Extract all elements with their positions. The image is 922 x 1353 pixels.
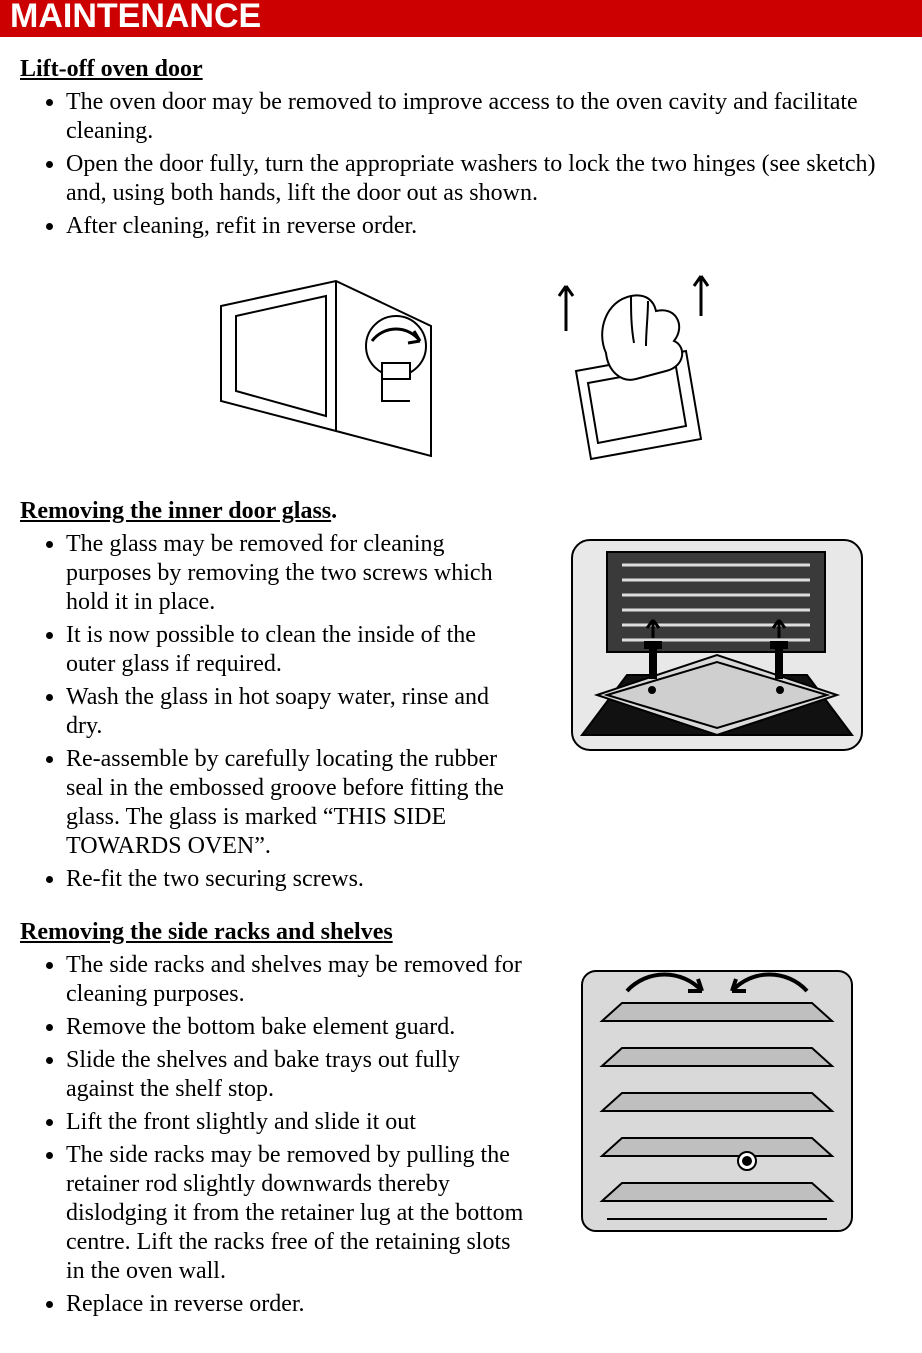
section-banner: MAINTENANCE bbox=[0, 0, 922, 37]
list-item: The side racks and shelves may be remove… bbox=[66, 951, 528, 1009]
section2-heading-suffix: . bbox=[331, 498, 337, 524]
list-item: Remove the bottom bake element guard. bbox=[66, 1013, 528, 1042]
inner-door-glass-figure bbox=[552, 530, 892, 770]
list-item: The side racks may be removed by pulling… bbox=[66, 1141, 528, 1286]
section2-list: The glass may be removed for cleaning pu… bbox=[20, 530, 528, 894]
list-item: Re-assemble by carefully locating the ru… bbox=[66, 745, 528, 861]
list-item: The glass may be removed for cleaning pu… bbox=[66, 530, 528, 617]
section2-row: The glass may be removed for cleaning pu… bbox=[20, 530, 902, 898]
side-racks-figure bbox=[552, 951, 892, 1251]
list-item: Re-fit the two securing screws. bbox=[66, 865, 528, 894]
banner-title: MAINTENANCE bbox=[10, 0, 261, 35]
hinge-sketch bbox=[206, 271, 466, 461]
section2-heading-wrap: Removing the inner door glass. bbox=[20, 497, 902, 526]
list-item: Lift the front slightly and slide it out bbox=[66, 1108, 528, 1137]
section3-row: The side racks and shelves may be remove… bbox=[20, 951, 902, 1323]
list-item: Slide the shelves and bake trays out ful… bbox=[66, 1046, 528, 1104]
list-item: Wash the glass in hot soapy water, rinse… bbox=[66, 683, 528, 741]
section1-figure-row bbox=[20, 271, 902, 461]
list-item: The oven door may be removed to improve … bbox=[66, 88, 902, 146]
section3-heading: Removing the side racks and shelves bbox=[20, 918, 902, 947]
list-item: Replace in reverse order. bbox=[66, 1290, 528, 1319]
list-item: After cleaning, refit in reverse order. bbox=[66, 212, 902, 241]
hand-lift-sketch bbox=[536, 271, 716, 461]
section1-heading: Lift-off oven door bbox=[20, 55, 902, 84]
list-item: It is now possible to clean the inside o… bbox=[66, 621, 528, 679]
section1-list: The oven door may be removed to improve … bbox=[20, 88, 902, 241]
section3-list: The side racks and shelves may be remove… bbox=[20, 951, 528, 1319]
page-content: Lift-off oven door The oven door may be … bbox=[0, 37, 922, 1353]
section2-heading: Removing the inner door glass bbox=[20, 498, 331, 524]
list-item: Open the door fully, turn the appropriat… bbox=[66, 150, 902, 208]
